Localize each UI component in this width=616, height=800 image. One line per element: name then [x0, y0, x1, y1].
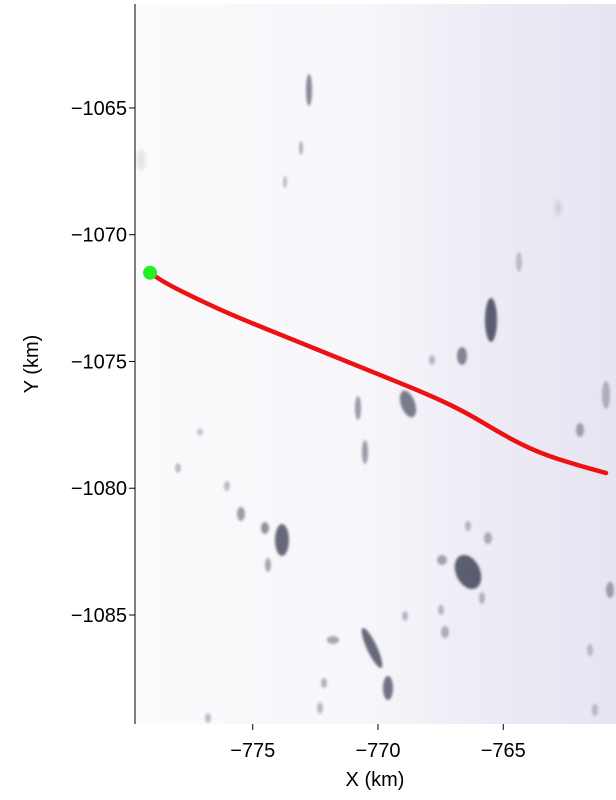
crevasse-features: [137, 74, 614, 723]
x-tick-label: −765: [481, 740, 526, 762]
y-axis-ticks: −1065 −1070 −1075 −1080 −1085: [71, 98, 135, 627]
y-axis-label: Y (km): [21, 335, 43, 394]
y-tick-label: −1075: [71, 351, 127, 373]
start-point: [143, 265, 158, 280]
satellite-imagery: [135, 4, 616, 724]
track-line: [147, 270, 609, 476]
x-axis-ticks: −775 −770 −765: [230, 724, 526, 762]
ice-surface: [135, 4, 616, 724]
x-axis-label: X (km): [346, 769, 405, 791]
y-tick-label: −1085: [71, 605, 127, 627]
y-tick-label: −1070: [71, 225, 127, 247]
x-tick-label: −775: [230, 740, 275, 762]
start-marker: [143, 265, 158, 280]
x-tick-label: −770: [355, 740, 400, 762]
y-tick-label: −1065: [71, 98, 127, 120]
y-tick-label: −1080: [71, 478, 127, 500]
